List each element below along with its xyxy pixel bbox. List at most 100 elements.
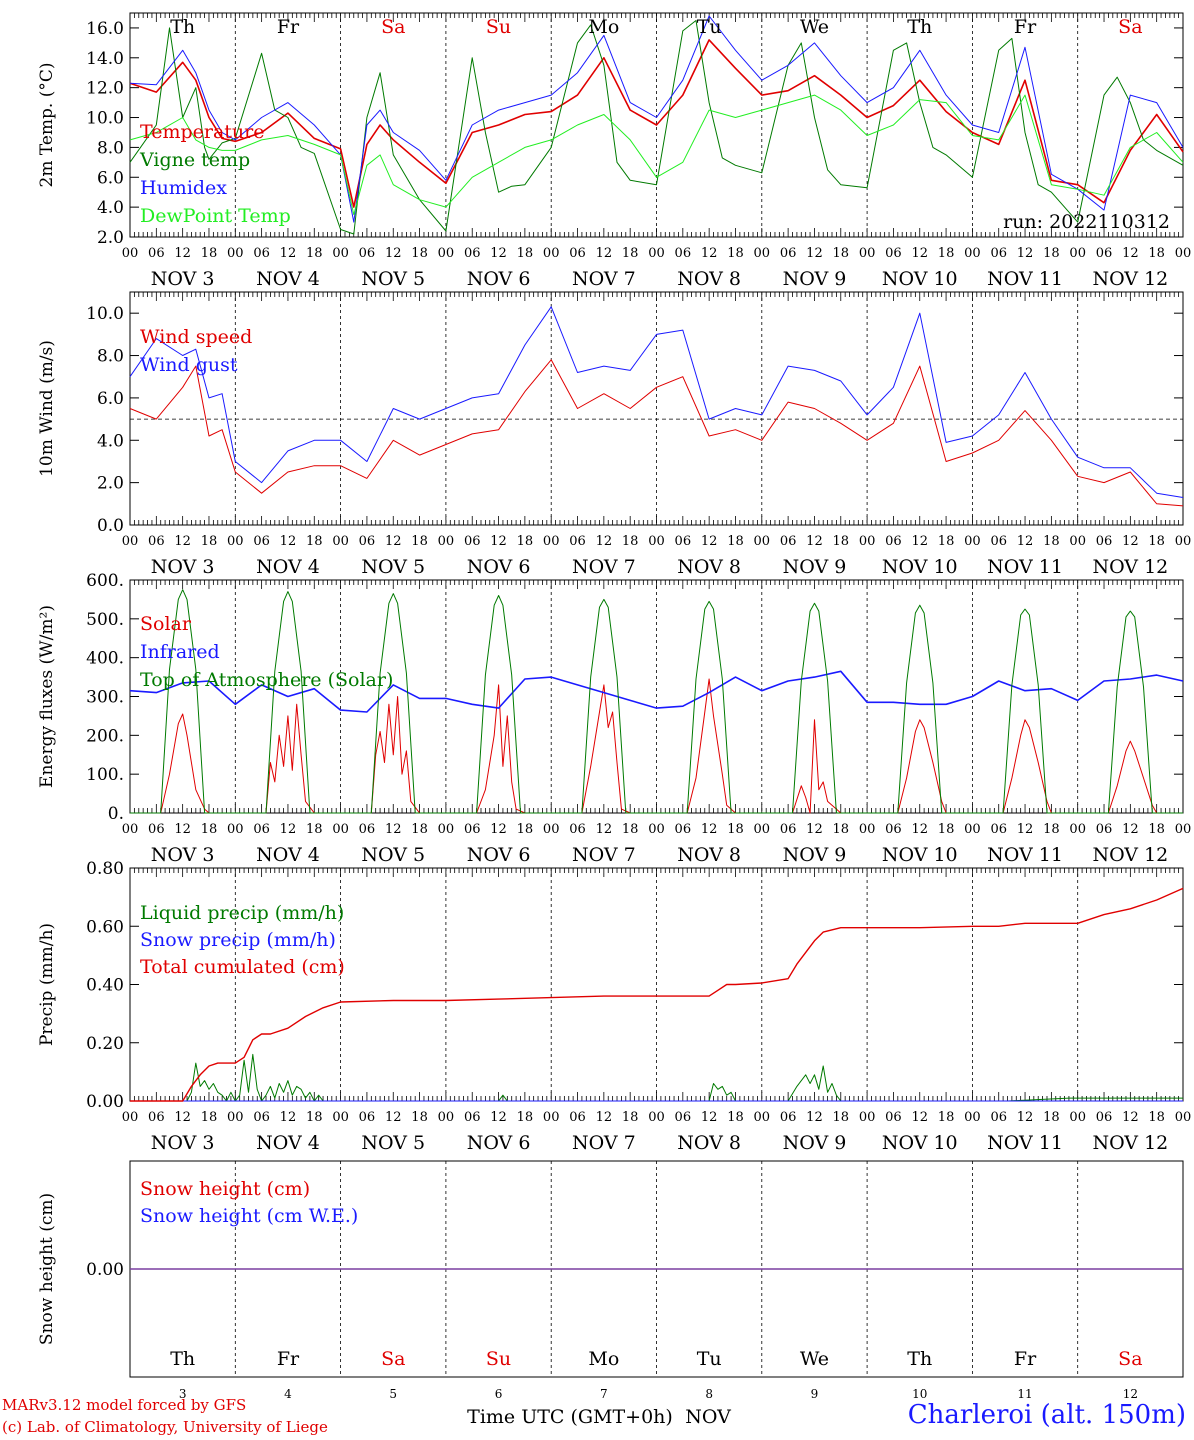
hour-label: 18: [306, 246, 323, 261]
weekday-label-top: Th: [907, 16, 932, 38]
hour-label: 12: [701, 534, 718, 549]
hour-label: 18: [411, 1110, 428, 1125]
hour-label: 12: [806, 1110, 823, 1125]
hour-label: 00: [543, 1110, 560, 1125]
date-label: NOV 11: [987, 556, 1063, 578]
hour-label: 06: [675, 822, 692, 837]
hour-label: 06: [359, 822, 376, 837]
hour-label: 18: [1148, 822, 1165, 837]
hour-label: 06: [569, 246, 586, 261]
hour-label: 12: [911, 246, 928, 261]
date-label: NOV 9: [783, 556, 847, 578]
y-axis-label: 10m Wind (m/s): [37, 340, 57, 477]
y-tick-label: 4.0: [97, 198, 124, 218]
hour-label: 00: [332, 822, 349, 837]
hour-label: 06: [885, 246, 902, 261]
hour-label: 06: [780, 246, 797, 261]
hour-label: 18: [833, 822, 850, 837]
hour-label: 06: [359, 534, 376, 549]
hour-label: 06: [990, 822, 1007, 837]
hour-label: 18: [833, 1110, 850, 1125]
hour-label: 18: [517, 246, 534, 261]
weekday-label-top: Mo: [588, 16, 619, 38]
y-tick-label: 10.0: [86, 109, 124, 129]
hour-label: 00: [859, 1110, 876, 1125]
day-number-label: 6: [495, 1387, 503, 1401]
credit-line-2: (c) Lab. of Climatology, University of L…: [2, 1418, 328, 1436]
hour-label: 06: [148, 246, 165, 261]
hour-label: 06: [885, 1110, 902, 1125]
hour-label: 00: [964, 534, 981, 549]
weekday-label-bottom: Fr: [1014, 1348, 1037, 1370]
series-line-total-cumulated-cm: [130, 887, 1184, 1102]
hour-label: 06: [780, 822, 797, 837]
series-line-wind-gust: [129, 306, 1184, 498]
hour-label: 00: [1069, 246, 1086, 261]
hour-label: 18: [1148, 1110, 1165, 1125]
snow-panel: 0.00 Snow height (cm) Snow height (cm) Snow…: [37, 1160, 1184, 1378]
y-tick-label: 0.: [108, 804, 124, 824]
series-line-humidex: [129, 15, 1184, 223]
y-axis-label: 2m Temp. (°C): [37, 62, 57, 187]
hour-label: 12: [280, 822, 297, 837]
hour-label: 06: [675, 534, 692, 549]
wind-panel: 0.0 2.0 4.0 6.0 8.0 10.0 10m Wind (m/s) Wind sp…: [37, 291, 1191, 578]
hour-label: 06: [780, 534, 797, 549]
hour-label: 06: [990, 246, 1007, 261]
date-label: NOV 11: [987, 844, 1063, 866]
hour-label: 18: [727, 534, 744, 549]
date-label: NOV 10: [882, 556, 958, 578]
hour-label: 12: [385, 1110, 402, 1125]
hour-label: 18: [1148, 246, 1165, 261]
hour-label: 06: [569, 534, 586, 549]
y-axis-label: Snow height (cm): [37, 1193, 57, 1345]
y-tick-label: 16.0: [86, 19, 124, 39]
date-label: NOV 3: [151, 268, 215, 290]
hour-label: 06: [1096, 534, 1113, 549]
hour-label: 12: [490, 822, 507, 837]
y-tick-label: 0.60: [86, 917, 124, 937]
date-label: NOV 3: [151, 556, 215, 578]
hour-label: 00: [227, 1110, 244, 1125]
hour-label: 12: [806, 246, 823, 261]
date-label: NOV 7: [572, 556, 636, 578]
y-axis-label: Energy fluxes (W/m²): [37, 605, 57, 788]
precip-panel: 0.00 0.20 0.40 0.60 0.80 Precip (mm/h) Liquid …: [37, 859, 1191, 1154]
hour-label: 12: [596, 246, 613, 261]
date-label: NOV 12: [1092, 556, 1168, 578]
date-label: NOV 12: [1092, 268, 1168, 290]
series-line-top-of-atmosphere-solar: [130, 589, 1183, 814]
legend-entry: DewPoint Temp: [140, 205, 291, 227]
date-label: NOV 5: [361, 556, 425, 578]
legend-entry: Infrared: [140, 641, 220, 663]
hour-label: 00: [1175, 822, 1192, 837]
hour-label: 00: [754, 534, 771, 549]
hour-label: 06: [675, 246, 692, 261]
date-label: NOV 5: [361, 844, 425, 866]
hour-ticks: [129, 580, 1184, 813]
hour-label: 18: [517, 534, 534, 549]
hour-ticks: [129, 868, 1184, 1101]
hour-label: 00: [438, 1110, 455, 1125]
hour-label: 00: [859, 246, 876, 261]
hour-label: 12: [911, 534, 928, 549]
hour-label: 06: [569, 1110, 586, 1125]
date-label: NOV 3: [151, 844, 215, 866]
hour-label: 12: [174, 822, 191, 837]
hour-label: 06: [464, 246, 481, 261]
hour-label: 06: [990, 1110, 1007, 1125]
date-label: NOV 9: [783, 268, 847, 290]
hour-label: 06: [885, 534, 902, 549]
station-title: Charleroi (alt. 150m): [907, 1400, 1186, 1430]
hour-label: 06: [148, 1110, 165, 1125]
hour-label: 12: [1017, 822, 1034, 837]
x-axis-title: Time UTC (GMT+0h): [467, 1406, 673, 1428]
y-tick-label: 400.: [86, 649, 124, 669]
day-number-label: 9: [811, 1387, 819, 1401]
hour-label: 00: [648, 534, 665, 549]
y-axis-label: Precip (mm/h): [37, 923, 57, 1046]
hour-label: 00: [543, 534, 560, 549]
y-tick-label: 0.80: [86, 859, 124, 879]
weekday-label-top: Su: [486, 16, 511, 38]
hour-label: 18: [306, 822, 323, 837]
